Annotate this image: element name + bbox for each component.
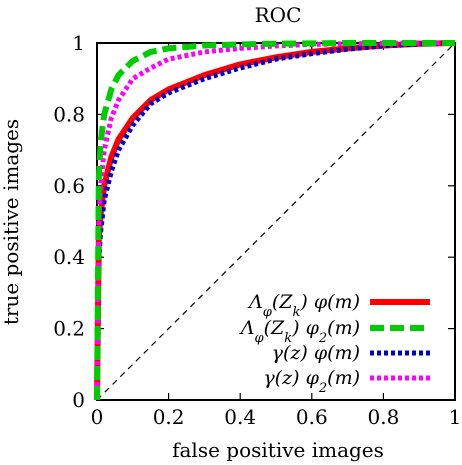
plot-area: 0 0.2 0.4 0.6 0.8 1 0 0.2 0.4 0.6 0.8 1 <box>53 31 461 429</box>
x-axis-label: false positive images <box>172 438 384 462</box>
legend-label-3: γ(z) φ(m) <box>272 342 360 364</box>
x-tick-label: 0.2 <box>153 405 185 429</box>
diagonal-reference-line <box>96 42 456 401</box>
y-tick-label: 0.4 <box>53 245 85 269</box>
x-tick-label: 0.8 <box>367 405 399 429</box>
chart-title: ROC <box>255 3 302 27</box>
y-tick-label: 0 <box>72 388 85 412</box>
x-tick-label: 1 <box>449 405 462 429</box>
x-tick-label: 0.4 <box>224 405 256 429</box>
y-axis-label: true positive images <box>0 119 23 325</box>
series-line-4 <box>94 40 455 401</box>
y-tick-label: 0.2 <box>53 317 85 341</box>
legend: Λφ(Zk) φ(m)Λφ(Zk) φ2(m)γ(z) φ(m) γ(z) φ2(… <box>239 291 430 396</box>
x-tick-label: 0 <box>91 405 104 429</box>
y-tick-label: 1 <box>72 31 85 55</box>
series-line-3 <box>94 40 456 401</box>
legend-label-2: Λφ(Zk) φ2(m) <box>239 317 360 346</box>
y-tick-label: 0.6 <box>53 174 85 198</box>
legend-label-4: γ(z) φ2(m) <box>263 367 360 396</box>
y-tick-label: 0.8 <box>53 102 85 126</box>
legend-label-1: Λφ(Zk) φ(m) <box>247 291 360 320</box>
x-tick-label: 0.6 <box>296 405 328 429</box>
series-line-2 <box>94 40 455 401</box>
